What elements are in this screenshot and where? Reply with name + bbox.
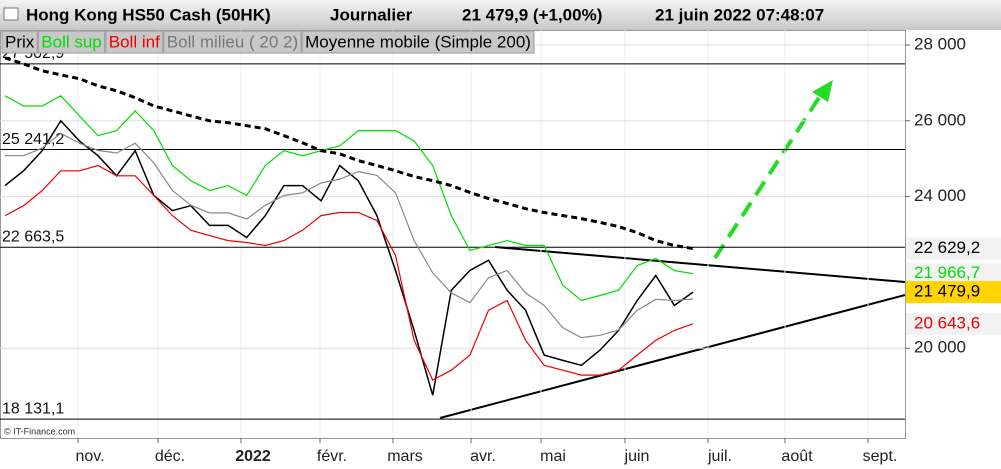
y-tick-label: 28 000	[914, 34, 966, 53]
x-tick-label: août	[781, 448, 813, 465]
indicator-line	[5, 132, 694, 339]
x-tick-label: avr.	[470, 448, 496, 465]
timestamp: 21 juin 2022 07:48:07	[655, 5, 824, 24]
price-badge	[906, 281, 1001, 304]
x-tick-label: mars	[387, 448, 423, 465]
chart-title: Hong Kong HS50 Cash (50HK)	[26, 5, 271, 24]
x-tick-label: nov.	[75, 448, 104, 465]
legend-label: Moyenne mobile (Simple 200)	[305, 32, 531, 51]
x-tick-label: déc.	[155, 448, 185, 465]
legend-label: Boll milieu ( 20 2)	[167, 32, 298, 51]
x-tick-label: juil.	[707, 448, 732, 465]
legend-label: Boll inf	[109, 32, 160, 51]
price-badge-label: 21 479,9	[914, 282, 980, 301]
y-tick-label: 24 000	[914, 186, 966, 205]
legend-label: Boll sup	[41, 32, 101, 51]
price-badge	[906, 262, 1001, 285]
price-badge	[906, 312, 1001, 335]
arrow-head	[812, 80, 833, 102]
level-label: 18 131,1	[2, 400, 64, 417]
legend-box	[105, 30, 164, 54]
window-icon	[3, 7, 19, 21]
period: Journalier	[330, 5, 413, 24]
level-label: 25 241,2	[2, 131, 64, 148]
indicator-line	[4, 95, 694, 302]
price-badge-label: 22 629,2	[914, 238, 980, 257]
price-line	[4, 119, 694, 396]
legend-box	[163, 30, 302, 54]
plot-frame	[0, 30, 906, 439]
indicator-line	[4, 164, 694, 381]
price-badge-label: 20 643,6	[914, 313, 980, 332]
trend-line	[439, 294, 906, 419]
legend-box	[1, 30, 38, 54]
x-tick-label: févr.	[317, 448, 347, 465]
y-tick-label: 20 000	[914, 338, 966, 357]
trend-line	[494, 246, 906, 283]
level-label: 22 663,5	[2, 228, 64, 245]
x-tick-label: sept.	[863, 448, 898, 465]
price-badge-label: 21 966,7	[914, 263, 980, 282]
last-quote: 21 479,9 (+1,00%)	[462, 5, 602, 24]
header-bg	[0, 0, 1001, 30]
x-tick-label: 2022	[235, 448, 271, 465]
legend-box	[301, 30, 535, 54]
legend-box	[37, 30, 106, 54]
price-badge	[906, 237, 1001, 260]
y-tick-label: 26 000	[914, 110, 966, 129]
x-tick-label: juin	[624, 448, 650, 465]
legend-label: Prix	[5, 32, 35, 51]
credit: © IT-Finance.com	[4, 426, 75, 436]
x-tick-label: mai	[540, 448, 566, 465]
